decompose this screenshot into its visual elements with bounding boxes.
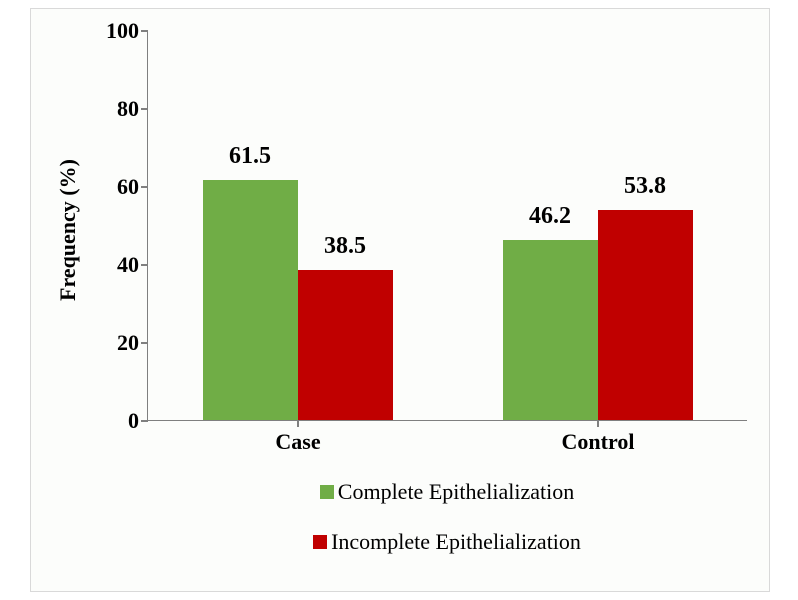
- bar-control-incomplete: [598, 210, 693, 420]
- ytick-mark: [141, 108, 148, 110]
- ytick-20: 20: [79, 330, 139, 356]
- xtick-mark: [297, 420, 299, 427]
- category-label: Control: [562, 429, 635, 455]
- value-label: 38.5: [324, 233, 366, 260]
- value-label: 61.5: [229, 143, 271, 170]
- ytick-80: 80: [79, 96, 139, 122]
- legend-swatch-complete: [320, 485, 334, 499]
- y-axis-label: Frequency (%): [55, 159, 81, 301]
- legend-label-incomplete: Incomplete Epithelialization: [331, 529, 581, 555]
- bar-case-complete: [203, 180, 298, 420]
- ytick-0: 0: [79, 408, 139, 434]
- legend-row-1: Complete Epithelialization: [147, 479, 747, 505]
- bar-case-incomplete: [298, 270, 393, 420]
- category-label: Case: [275, 429, 320, 455]
- ytick-mark: [141, 420, 148, 422]
- value-label: 53.8: [624, 173, 666, 200]
- ytick-60: 60: [79, 174, 139, 200]
- xtick-mark: [597, 420, 599, 427]
- ytick-mark: [141, 30, 148, 32]
- value-label: 46.2: [529, 203, 571, 230]
- chart-container: Frequency (%) 0 20 40 60 80 100: [0, 0, 798, 600]
- ytick-mark: [141, 342, 148, 344]
- bar-control-complete: [503, 240, 598, 420]
- ytick-mark: [141, 264, 148, 266]
- chart-panel: Frequency (%) 0 20 40 60 80 100: [30, 8, 770, 592]
- plot-area: 61.5 38.5 46.2 53.8 Case Control: [147, 31, 747, 421]
- legend-swatch-incomplete: [313, 535, 327, 549]
- ytick-40: 40: [79, 252, 139, 278]
- legend-row-2: Incomplete Epithelialization: [147, 529, 747, 555]
- ytick-100: 100: [79, 18, 139, 44]
- legend-label-complete: Complete Epithelialization: [338, 479, 574, 505]
- ytick-mark: [141, 186, 148, 188]
